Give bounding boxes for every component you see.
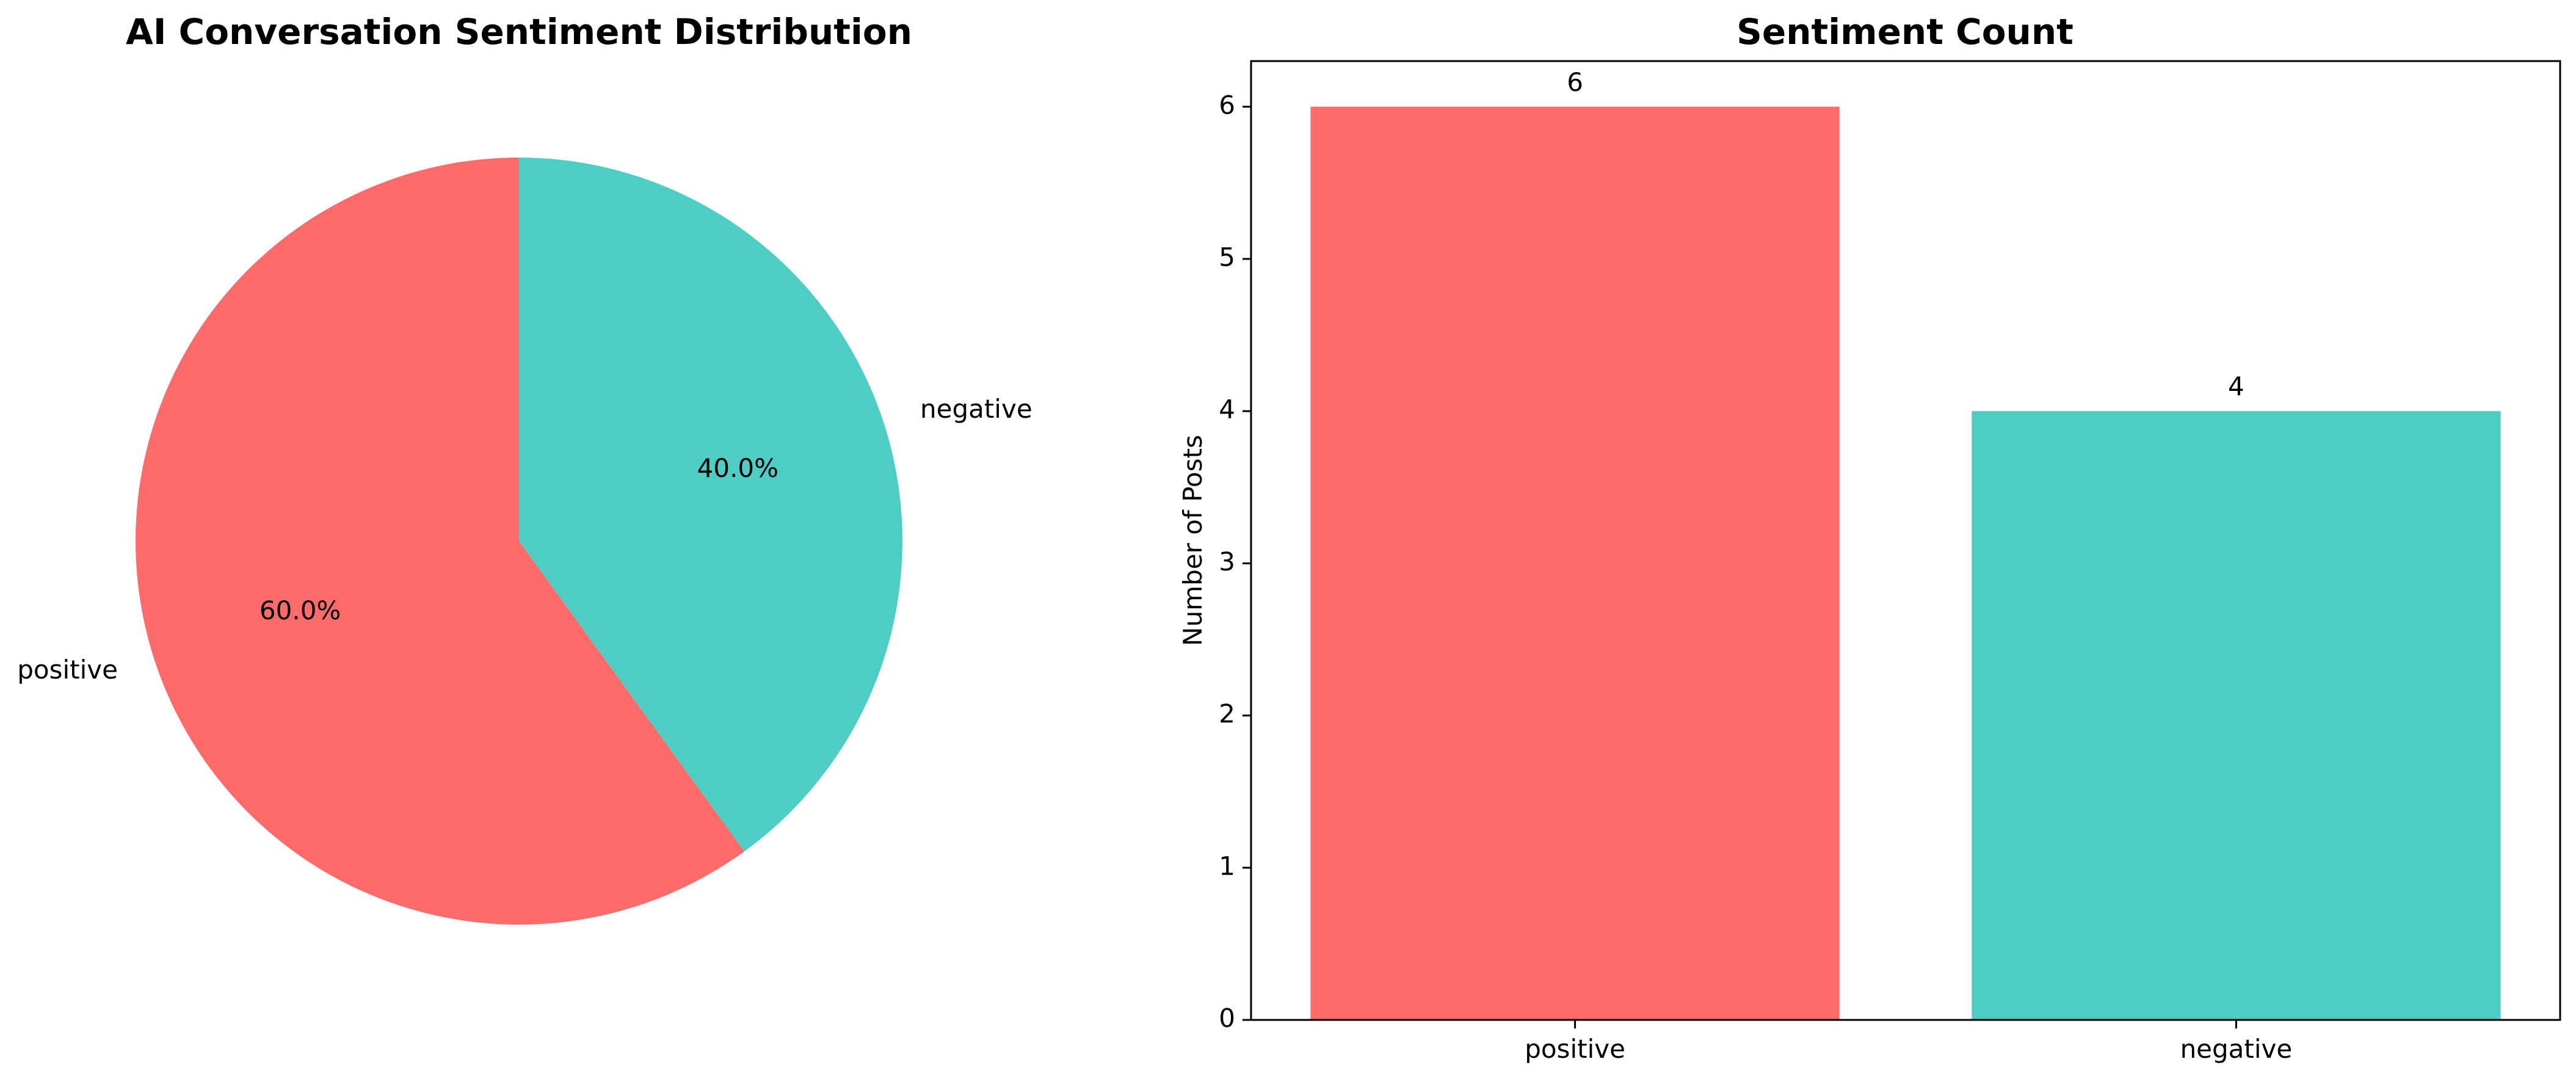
pie-labels: positive 60.0% negative 40.0%	[17, 394, 1032, 685]
bar-value-label-positive: 6	[1567, 67, 1583, 97]
bar-chart: Sentiment Count Number of Posts 64 01234…	[1178, 11, 2561, 1064]
y-tick-label-4: 4	[1219, 395, 1235, 424]
pie-slice-positive	[136, 158, 745, 925]
pie-slices	[136, 158, 902, 925]
y-tick-label-3: 3	[1219, 547, 1235, 577]
pie-label-positive: positive	[17, 655, 118, 685]
bar-value-label-negative: 4	[2228, 371, 2244, 401]
bar-x-ticks: positive negative	[1525, 1020, 2292, 1064]
y-tick-label-1: 1	[1219, 851, 1235, 881]
bar-marks	[1310, 106, 2501, 1020]
bar-plot-frame	[1250, 60, 2561, 1021]
bar-negative	[1972, 411, 2501, 1020]
y-tick-label-5: 5	[1219, 242, 1235, 272]
x-tick-label-negative: negative	[2180, 1034, 2293, 1064]
pie-chart: AI Conversation Sentiment Distribution p…	[17, 11, 1032, 925]
y-tick-label-6: 6	[1219, 90, 1235, 120]
pie-slice-negative	[519, 158, 902, 852]
y-tick-label-2: 2	[1219, 699, 1235, 729]
pie-title: AI Conversation Sentiment Distribution	[126, 11, 912, 53]
y-tick-label-0: 0	[1219, 1003, 1235, 1033]
bar-value-labels: 64	[1567, 67, 2244, 401]
pie-percent-positive: 60.0%	[259, 595, 341, 625]
x-tick-label-positive: positive	[1525, 1034, 1625, 1064]
bar-y-axis-label: Number of Posts	[1178, 435, 1208, 646]
bar-title: Sentiment Count	[1736, 11, 2073, 53]
pie-label-negative: negative	[920, 394, 1032, 424]
bar-y-ticks: 0 1 2 3 4 5 6	[1219, 90, 1251, 1033]
pie-percent-negative: 40.0%	[697, 453, 778, 483]
bar-positive	[1310, 106, 1840, 1020]
